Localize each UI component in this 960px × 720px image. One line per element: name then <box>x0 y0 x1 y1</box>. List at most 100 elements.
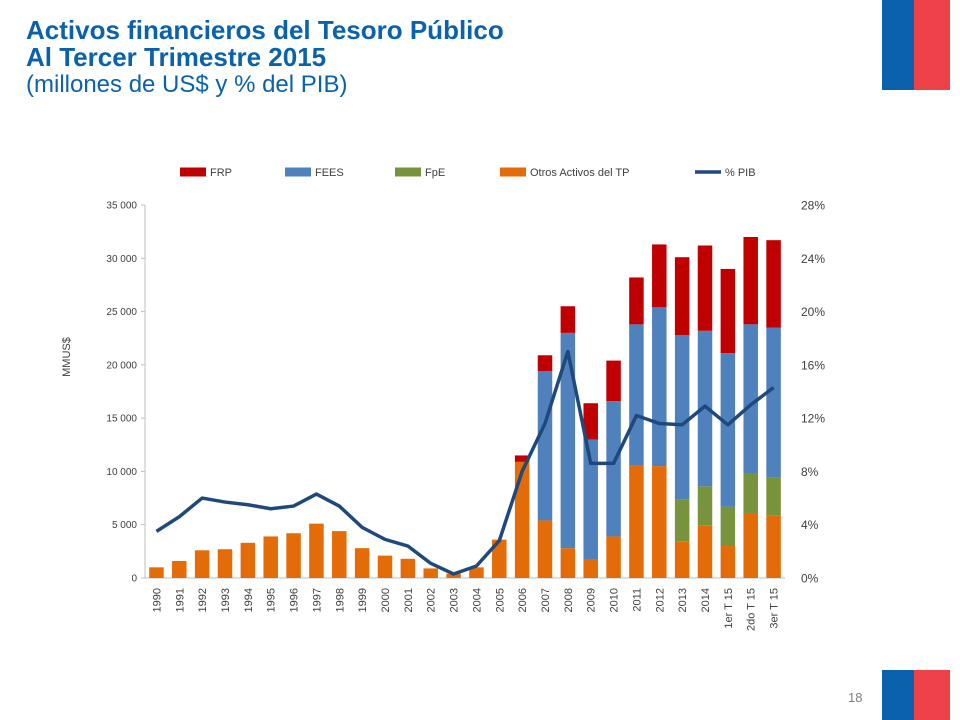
bar-frp-1er-T-15 <box>720 268 736 354</box>
x-tick-label: 1990 <box>151 588 163 612</box>
legend-swatch-frp <box>180 167 206 177</box>
bar-fpe-2do-T-15 <box>743 473 758 513</box>
x-tick-label: 2006 <box>517 588 529 612</box>
bar-otros-1992 <box>194 550 210 578</box>
bar-frp-2008 <box>560 306 576 333</box>
bar-otros-1990 <box>149 567 164 578</box>
legend-label-pib: % PIB <box>725 167 756 179</box>
x-tick-label: 2014 <box>700 588 712 612</box>
x-tick-label: 2001 <box>403 588 415 612</box>
bar-fees-2007 <box>537 371 553 521</box>
bar-otros-2003 <box>446 573 461 578</box>
y-tick-label: 35 000 <box>106 201 137 212</box>
bar-frp-2009 <box>583 403 598 440</box>
bar-otros-2014 <box>697 525 713 578</box>
legend-swatch-otros <box>500 167 526 177</box>
bar-otros-1991 <box>172 560 187 578</box>
flag-blue-stripe <box>882 0 914 90</box>
y-axis-title: MMUS$ <box>61 337 73 377</box>
bar-otros-1998 <box>332 531 347 578</box>
bar-frp-2006 <box>514 455 530 462</box>
y-tick-label: 25 000 <box>106 307 137 318</box>
y-tick-label: 5 000 <box>112 520 137 531</box>
x-tick-label: 2004 <box>471 588 483 612</box>
bar-otros-2010 <box>606 536 621 578</box>
x-tick-label: 1992 <box>197 588 209 612</box>
bar-otros-2001 <box>400 558 416 578</box>
title-line-2: Al Tercer Trimestre 2015 <box>26 42 327 72</box>
y2-tick-label: 12% <box>801 412 825 426</box>
bar-fees-2009 <box>583 439 598 560</box>
bar-frp-2007 <box>537 355 553 372</box>
bar-frp-2010 <box>606 360 621 402</box>
y2-tick-label: 4% <box>801 518 819 532</box>
y-tick-label: 15 000 <box>106 414 137 425</box>
bar-fees-3er-T-15 <box>766 327 781 478</box>
bar-fees-1er-T-15 <box>720 353 736 507</box>
bar-otros-1996 <box>286 533 301 578</box>
chile-flag-logo-top <box>882 0 950 90</box>
legend-label-fees: FEES <box>315 167 344 179</box>
legend-swatch-fpe <box>395 167 421 177</box>
bar-fees-2011 <box>629 324 644 466</box>
bar-otros-1994 <box>240 542 256 578</box>
x-tick-label: 1997 <box>311 588 323 612</box>
chile-flag-logo-bottom <box>882 670 950 720</box>
bar-otros-1993 <box>217 549 233 578</box>
bar-otros-1er-T-15 <box>720 546 736 578</box>
bar-otros-3er-T-15 <box>766 515 781 578</box>
bar-fpe-2013 <box>674 499 690 542</box>
bar-frp-2013 <box>674 257 690 336</box>
bar-otros-2005 <box>492 539 507 578</box>
y2-tick-label: 20% <box>801 305 825 319</box>
legend-swatch-fees <box>285 167 311 177</box>
bar-otros-2007 <box>537 520 553 578</box>
x-tick-label: 2012 <box>654 588 666 612</box>
bar-otros-2002 <box>423 568 438 578</box>
x-tick-label: 1er T 15 <box>723 588 735 629</box>
y-tick-label: 10 000 <box>106 467 137 478</box>
x-tick-label: 2010 <box>609 588 621 612</box>
bar-otros-2004 <box>469 567 484 578</box>
bar-fees-2012 <box>652 307 667 467</box>
x-tick-label: 2007 <box>540 588 552 612</box>
x-tick-label: 1998 <box>334 588 346 612</box>
title-line-3: (millones de US$ y % del PIB) <box>26 71 348 98</box>
x-tick-label: 1991 <box>174 588 186 612</box>
flag-blue-stripe <box>882 670 914 720</box>
x-tick-label: 2do T 15 <box>746 588 758 631</box>
bar-otros-2006 <box>514 461 530 578</box>
bar-frp-2014 <box>697 245 713 331</box>
y2-tick-label: 16% <box>801 358 825 372</box>
bar-otros-2009 <box>583 559 598 578</box>
legend-label-frp: FRP <box>210 167 232 179</box>
bar-frp-3er-T-15 <box>766 240 781 328</box>
bar-frp-2do-T-15 <box>743 236 758 325</box>
x-tick-label: 2003 <box>449 588 461 612</box>
legend-label-fpe: FpE <box>425 167 445 179</box>
y2-tick-label: 28% <box>801 199 825 213</box>
x-tick-label: 1994 <box>243 588 255 612</box>
bar-otros-1995 <box>263 536 278 578</box>
x-tick-label: 2002 <box>426 588 438 612</box>
bar-fees-2013 <box>674 335 690 500</box>
bar-otros-2012 <box>652 466 667 578</box>
x-tick-label: 2009 <box>586 588 598 612</box>
y2-tick-label: 0% <box>801 572 819 586</box>
bar-fees-2014 <box>697 330 713 487</box>
bar-fees-2008 <box>560 332 576 549</box>
title-line-1: Activos financieros del Tesoro Público <box>26 15 504 45</box>
bar-otros-2000 <box>377 555 393 578</box>
financial-assets-chart: 0 5 000 10 000 15 000 20 000 25 000 30 000 35 0… <box>61 167 825 631</box>
flag-red-stripe <box>914 0 950 90</box>
y2-tick-label: 8% <box>801 465 819 479</box>
bar-otros-2011 <box>629 465 644 578</box>
bar-fees-2010 <box>606 401 621 537</box>
pib-line <box>155 349 775 576</box>
x-tick-label: 1993 <box>220 588 232 612</box>
legend-label-otros: Otros Activos del TP <box>530 167 629 179</box>
flag-red-stripe <box>914 670 950 720</box>
bar-fpe-1er-T-15 <box>720 506 736 547</box>
y-tick-label: 20 000 <box>106 360 137 371</box>
bar-fees-2do-T-15 <box>743 324 758 474</box>
